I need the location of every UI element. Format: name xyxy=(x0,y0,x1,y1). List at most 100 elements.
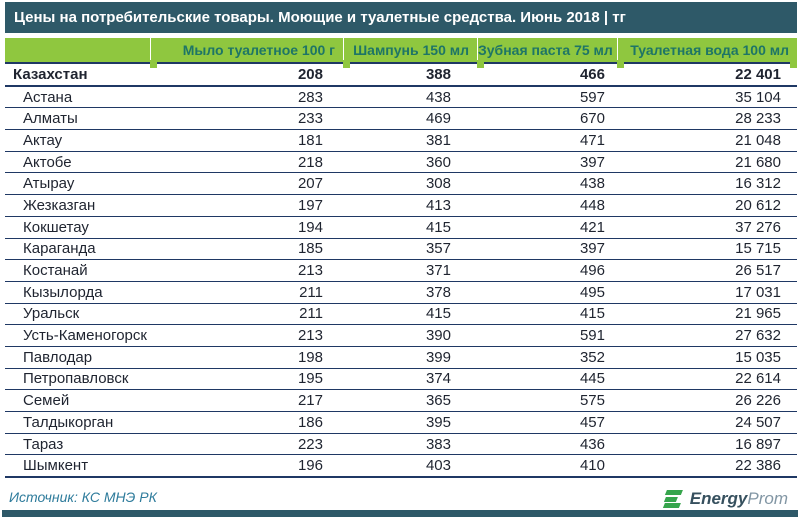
table-row: Атырау 207 308 438 16 312 xyxy=(5,173,797,196)
region-label: Усть-Каменогорск xyxy=(23,327,147,345)
price-value: 24 507 xyxy=(735,413,781,431)
table-row: Талдыкорган 186 395 457 24 507 xyxy=(5,412,797,434)
price-value: 469 xyxy=(425,110,451,128)
price-value: 448 xyxy=(579,196,605,214)
region-label: Казахстан xyxy=(13,65,88,83)
column-notch xyxy=(477,60,484,68)
price-value: 21 680 xyxy=(735,153,781,171)
price-value: 22 401 xyxy=(735,65,781,83)
column-header-soap: Мыло туалетное 100 г xyxy=(150,38,343,62)
price-value: 308 xyxy=(425,175,451,193)
region-label: Петропавловск xyxy=(23,370,129,388)
price-value: 21 048 xyxy=(735,131,781,149)
price-value: 415 xyxy=(579,305,605,323)
price-value: 383 xyxy=(425,435,451,453)
bottom-accent-bar xyxy=(2,510,798,517)
price-value: 365 xyxy=(425,392,451,410)
price-value: 360 xyxy=(425,153,451,171)
price-value: 21 965 xyxy=(735,305,781,323)
price-value: 381 xyxy=(425,131,451,149)
price-value: 403 xyxy=(425,457,451,475)
region-label: Актобе xyxy=(23,153,72,171)
price-value: 27 632 xyxy=(735,327,781,345)
price-value: 16 897 xyxy=(735,435,781,453)
column-header-shampoo: Шампунь 150 мл xyxy=(343,38,477,62)
price-value: 438 xyxy=(425,88,451,106)
table-row: Астана 283 438 597 35 104 xyxy=(5,87,797,109)
price-value: 15 035 xyxy=(735,348,781,366)
region-label: Павлодар xyxy=(23,348,93,366)
price-value: 438 xyxy=(579,175,605,193)
page-title: Цены на потребительские товары. Моющие и… xyxy=(5,2,797,33)
price-value: 457 xyxy=(579,413,605,431)
price-value: 196 xyxy=(297,457,323,475)
region-label: Кокшетау xyxy=(23,218,89,236)
price-value: 471 xyxy=(579,131,605,149)
price-value: 591 xyxy=(579,327,605,345)
region-label: Атырау xyxy=(23,175,75,193)
price-value: 28 233 xyxy=(735,110,781,128)
energyprom-logo-text: EnergyProm xyxy=(690,489,788,509)
table-row: Усть-Каменогорск 213 390 591 27 632 xyxy=(5,325,797,347)
column-notch xyxy=(790,60,797,68)
price-value: 415 xyxy=(425,305,451,323)
price-value: 223 xyxy=(297,435,323,453)
table-row: Актобе 218 360 397 21 680 xyxy=(5,152,797,174)
region-label: Тараз xyxy=(23,435,64,453)
region-label: Кызылорда xyxy=(23,283,103,301)
table-row: Кызылорда 211 378 495 17 031 xyxy=(5,282,797,304)
column-notch xyxy=(150,60,157,68)
price-value: 211 xyxy=(299,305,323,323)
price-value: 213 xyxy=(297,262,323,280)
price-value: 283 xyxy=(297,88,323,106)
region-label: Шымкент xyxy=(23,457,89,475)
price-value: 26 226 xyxy=(735,392,781,410)
price-value: 466 xyxy=(579,65,605,83)
energyprom-logo-icon xyxy=(662,490,685,508)
price-value: 436 xyxy=(579,435,605,453)
region-label: Талдыкорган xyxy=(23,413,114,431)
price-value: 397 xyxy=(579,153,605,171)
column-notch xyxy=(343,60,350,68)
price-value: 597 xyxy=(579,88,605,106)
price-value: 445 xyxy=(579,370,605,388)
price-value: 207 xyxy=(297,175,323,193)
price-value: 496 xyxy=(579,262,605,280)
price-value: 197 xyxy=(297,196,323,214)
region-label: Костанай xyxy=(23,262,88,280)
price-value: 195 xyxy=(297,370,323,388)
region-label: Алматы xyxy=(23,110,78,128)
energyprom-logo: EnergyProm xyxy=(662,488,788,510)
price-value: 181 xyxy=(297,131,323,149)
region-label: Уральск xyxy=(23,305,80,323)
price-value: 22 386 xyxy=(735,457,781,475)
table-row: Петропавловск 195 374 445 22 614 xyxy=(5,369,797,391)
price-value: 198 xyxy=(297,348,323,366)
table-row: Алматы 233 469 670 28 233 xyxy=(5,108,797,131)
price-value: 397 xyxy=(579,240,605,258)
price-value: 390 xyxy=(425,327,451,345)
price-value: 186 xyxy=(297,413,323,431)
price-value: 15 715 xyxy=(735,240,781,258)
column-notch xyxy=(617,60,624,68)
price-value: 211 xyxy=(299,283,323,301)
column-header-region xyxy=(5,38,150,62)
table-row: Павлодар 198 399 352 15 035 xyxy=(5,347,797,369)
table-row: Шымкент 196 403 410 22 386 xyxy=(5,455,797,479)
column-header-toothpaste: Зубная паста 75 мл xyxy=(477,38,617,62)
price-value: 413 xyxy=(425,196,451,214)
table-row: Уральск 211 415 415 21 965 xyxy=(5,304,797,326)
source-note: Источник: КС МНЭ РК xyxy=(9,489,157,505)
price-value: 371 xyxy=(425,262,451,280)
table-row: Семей 217 365 575 26 226 xyxy=(5,390,797,412)
price-value: 22 614 xyxy=(735,370,781,388)
price-value: 17 031 xyxy=(735,283,781,301)
table-row: Актау 181 381 471 21 048 xyxy=(5,130,797,152)
table-column-header: Мыло туалетное 100 г Шампунь 150 мл Зубн… xyxy=(5,38,797,62)
region-label: Актау xyxy=(23,131,63,149)
price-value: 194 xyxy=(297,218,323,236)
region-label: Семей xyxy=(23,392,70,410)
table-row: Костанай 213 371 496 26 517 xyxy=(5,260,797,282)
logo-prom-text: Prom xyxy=(747,489,788,508)
price-value: 208 xyxy=(297,65,323,83)
